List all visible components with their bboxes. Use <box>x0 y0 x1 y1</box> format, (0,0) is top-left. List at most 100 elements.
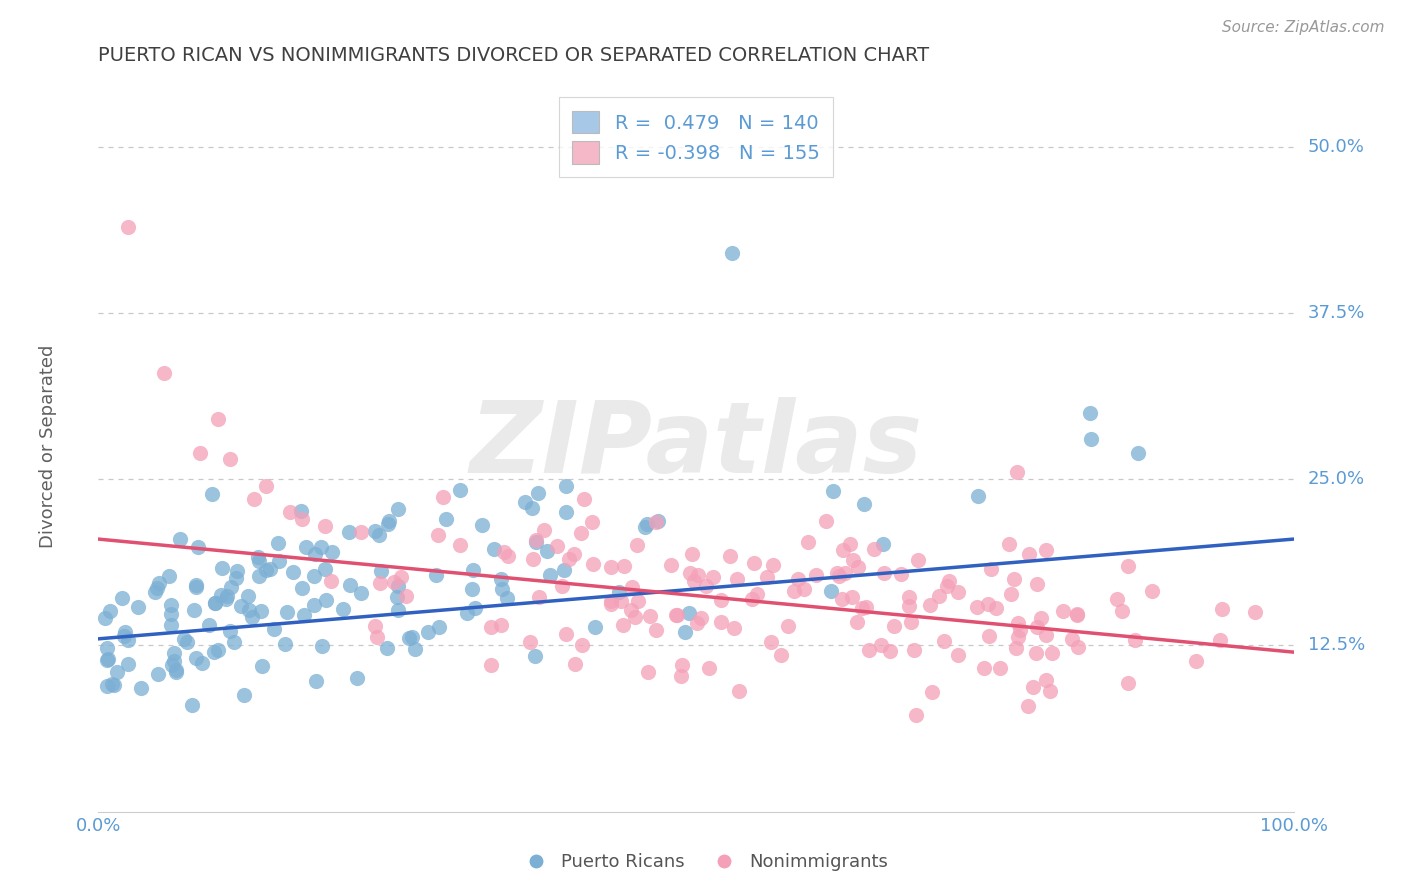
Point <box>389 569 412 583</box>
Point <box>879 643 901 657</box>
Point <box>456 606 478 620</box>
Point <box>728 683 751 698</box>
Point <box>553 563 575 577</box>
Point <box>946 648 969 662</box>
Point <box>1024 646 1046 660</box>
Point <box>555 505 578 519</box>
Point <box>689 611 711 625</box>
Point <box>263 622 285 636</box>
Point <box>207 642 229 657</box>
Point <box>599 594 621 608</box>
Point <box>302 569 325 583</box>
Point <box>1123 632 1146 647</box>
Point <box>524 533 547 547</box>
Point <box>977 597 1000 611</box>
Point <box>278 506 301 520</box>
Point <box>710 615 733 630</box>
Point <box>160 607 183 621</box>
Point <box>645 623 668 637</box>
Point <box>321 545 343 559</box>
Point <box>464 600 486 615</box>
Point <box>385 590 408 604</box>
Point <box>363 524 385 538</box>
Point <box>1066 607 1088 621</box>
Point <box>240 610 263 624</box>
Point <box>215 592 238 607</box>
Point <box>311 639 333 653</box>
Point <box>202 645 225 659</box>
Point <box>160 657 183 672</box>
Point <box>309 540 332 554</box>
Point <box>482 542 505 557</box>
Point <box>607 584 630 599</box>
Point <box>1184 655 1206 669</box>
Point <box>1211 602 1233 616</box>
Point <box>948 585 970 599</box>
Point <box>612 617 634 632</box>
Point <box>238 603 260 617</box>
Point <box>96 653 118 667</box>
Point <box>219 452 242 467</box>
Point <box>797 535 820 549</box>
Point <box>1007 630 1029 644</box>
Point <box>427 620 450 634</box>
Point <box>555 479 578 493</box>
Point <box>683 574 706 589</box>
Point <box>793 582 815 596</box>
Point <box>94 611 117 625</box>
Legend: Puerto Ricans, Nonimmigrants: Puerto Ricans, Nonimmigrants <box>510 847 896 879</box>
Point <box>305 673 328 688</box>
Point <box>471 518 494 533</box>
Point <box>538 568 561 582</box>
Point <box>366 630 388 644</box>
Point <box>204 596 226 610</box>
Point <box>659 558 682 572</box>
Point <box>979 629 1001 643</box>
Point <box>723 621 745 635</box>
Point <box>1039 684 1062 698</box>
Point <box>1035 673 1057 688</box>
Point <box>1080 406 1102 420</box>
Point <box>966 489 988 503</box>
Point <box>404 642 426 657</box>
Point <box>491 582 513 596</box>
Point <box>825 566 848 581</box>
Point <box>932 633 955 648</box>
Point <box>858 642 880 657</box>
Point <box>247 569 270 583</box>
Point <box>519 635 541 649</box>
Point <box>626 594 648 608</box>
Point <box>387 603 409 617</box>
Text: 50.0%: 50.0% <box>1308 137 1365 156</box>
Point <box>432 490 454 504</box>
Point <box>988 660 1011 674</box>
Point <box>183 603 205 617</box>
Point <box>425 568 447 582</box>
Point <box>387 502 409 516</box>
Point <box>101 677 124 691</box>
Point <box>612 559 634 574</box>
Point <box>546 539 568 553</box>
Text: Source: ZipAtlas.com: Source: ZipAtlas.com <box>1222 20 1385 35</box>
Point <box>778 618 800 632</box>
Point <box>918 599 941 613</box>
Point <box>702 570 724 584</box>
Point <box>111 591 134 605</box>
Point <box>215 589 238 603</box>
Point <box>163 646 186 660</box>
Point <box>186 540 208 554</box>
Point <box>269 554 291 568</box>
Point <box>645 516 668 530</box>
Point <box>904 708 927 723</box>
Point <box>290 504 312 518</box>
Point <box>250 604 273 618</box>
Point <box>364 619 387 633</box>
Point <box>725 572 748 586</box>
Point <box>238 589 260 603</box>
Point <box>1111 604 1133 618</box>
Point <box>938 574 960 588</box>
Point <box>883 619 905 633</box>
Point <box>1116 558 1139 573</box>
Point <box>243 492 266 507</box>
Point <box>852 497 875 511</box>
